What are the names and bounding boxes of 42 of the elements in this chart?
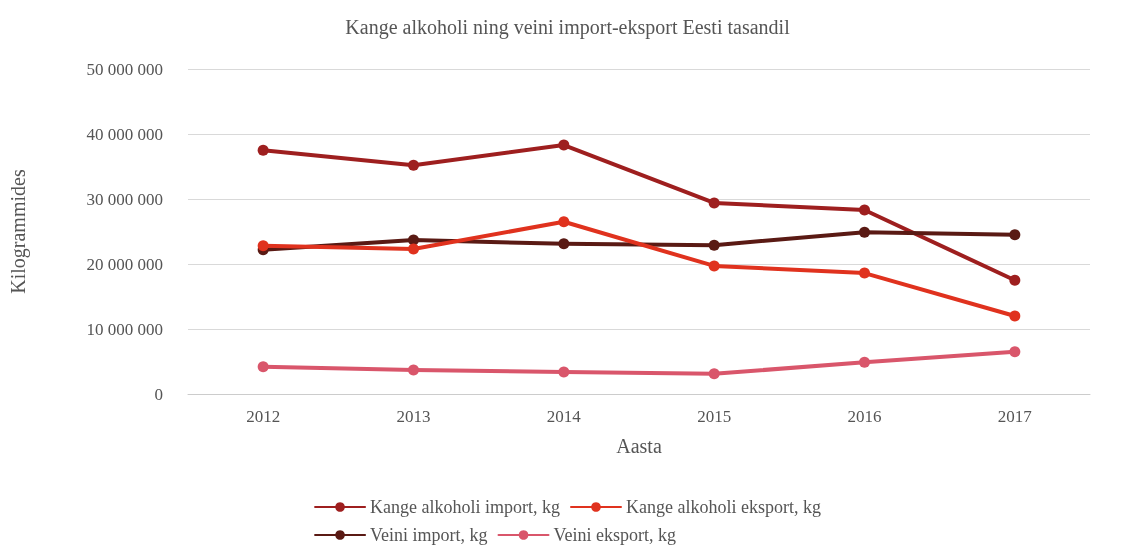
x-tick-label: 2016 bbox=[847, 407, 882, 426]
point bbox=[1009, 274, 1021, 286]
point bbox=[558, 216, 570, 228]
x-tick-label: 2013 bbox=[396, 407, 431, 426]
point bbox=[708, 197, 720, 209]
point bbox=[257, 144, 269, 156]
point bbox=[558, 238, 570, 250]
point bbox=[408, 234, 419, 246]
point bbox=[1009, 229, 1021, 241]
y-tick-label: 0 bbox=[154, 384, 163, 404]
y-tick-label: 40 000 000 bbox=[86, 124, 163, 144]
point bbox=[257, 361, 269, 373]
point bbox=[558, 366, 570, 378]
point bbox=[859, 356, 870, 368]
point bbox=[1009, 346, 1021, 358]
point bbox=[708, 239, 720, 251]
y-tick-label: 20 000 000 bbox=[86, 254, 163, 274]
point bbox=[408, 159, 419, 171]
y-axis-title: Kilogrammides bbox=[7, 169, 30, 294]
point bbox=[558, 139, 570, 151]
point bbox=[859, 204, 870, 216]
x-tick-label: 2014 bbox=[546, 407, 582, 426]
legend-label: Veini import, kg bbox=[370, 525, 488, 545]
y-tick-label: 10 000 000 bbox=[86, 319, 163, 339]
y-tick-label: 50 000 000 bbox=[86, 59, 163, 79]
x-tick-label: 2012 bbox=[246, 407, 281, 426]
point bbox=[1009, 310, 1021, 322]
x-tick-label: 2017 bbox=[997, 407, 1033, 426]
legend-label: Kange alkoholi import, kg bbox=[370, 497, 561, 517]
x-axis-title: Aasta bbox=[616, 435, 662, 457]
point bbox=[859, 267, 870, 279]
point bbox=[257, 240, 269, 252]
point bbox=[859, 226, 870, 238]
chart-title: Kange alkoholi ning veini import-eksport Eesti tasandil bbox=[345, 16, 791, 39]
y-tick-label: 30 000 000 bbox=[86, 189, 163, 209]
point bbox=[708, 368, 720, 380]
legend-label: Veini eksport, kg bbox=[553, 525, 677, 545]
legend-label: Kange alkoholi eksport, kg bbox=[626, 497, 821, 517]
point bbox=[408, 364, 419, 376]
point bbox=[408, 243, 419, 255]
x-tick-label: 2015 bbox=[697, 407, 732, 426]
point bbox=[708, 260, 720, 272]
